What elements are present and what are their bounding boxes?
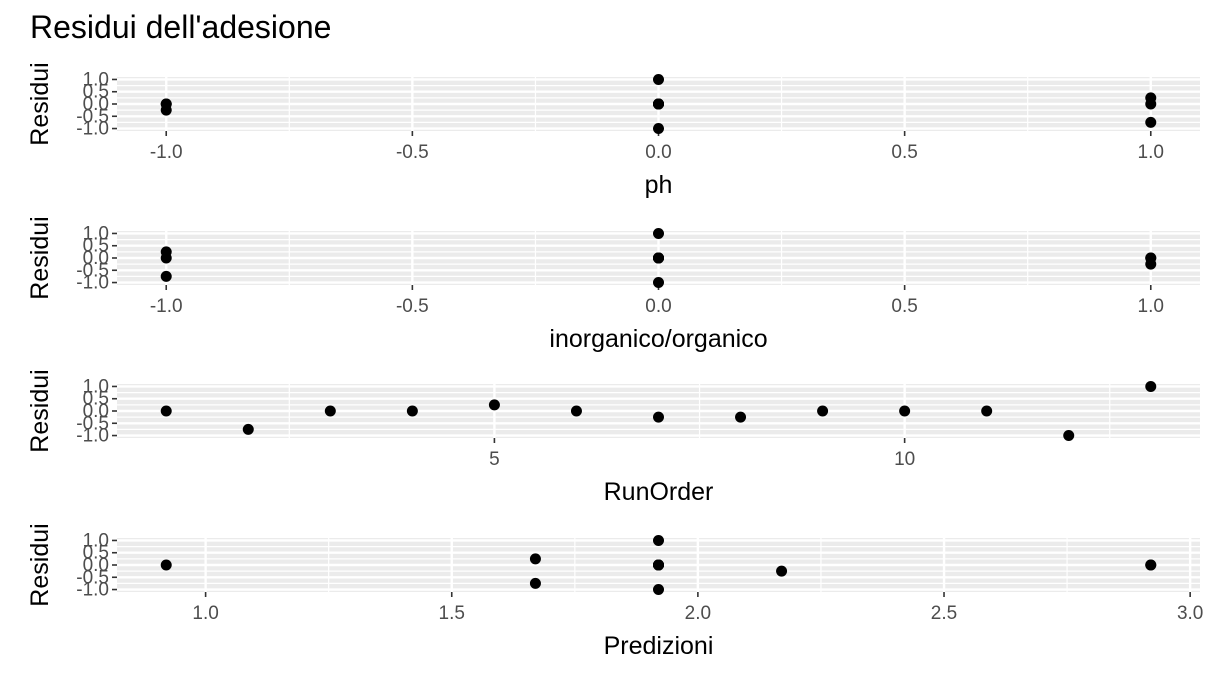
- data-point: [653, 277, 664, 289]
- x-tick-label: -1.0: [150, 296, 183, 317]
- x-tick-label: 1.5: [439, 603, 465, 624]
- data-point: [653, 252, 664, 264]
- y-tick-label: -0.5: [76, 413, 109, 434]
- data-point: [653, 534, 664, 546]
- data-point: [653, 411, 664, 423]
- y-tick-label: -0.5: [76, 260, 109, 281]
- data-point: [653, 73, 664, 85]
- data-point: [1145, 559, 1157, 571]
- data-point: [1145, 252, 1157, 264]
- data-point: [981, 405, 993, 417]
- panel-3: -1.0-0.50.00.51.01.0 1.5 2.0 2.5 3.0Predizio…: [26, 523, 1203, 660]
- data-point: [160, 252, 172, 264]
- data-point: [160, 270, 172, 282]
- panel-0: -1.0-0.50.00.51.0-1.0 -0.5 0.0 0.5 1.0phResi…: [26, 62, 1200, 199]
- y-tick-label: -1.0: [76, 273, 109, 294]
- x-tick-label: 0.5: [891, 296, 917, 317]
- data-point: [735, 411, 747, 423]
- x-axis-label: Predizioni: [604, 632, 714, 660]
- data-point: [653, 123, 664, 135]
- y-tick-label: 1.0: [83, 223, 109, 244]
- x-tick-label: 1.0: [1138, 296, 1164, 317]
- x-tick-label: 2.0: [685, 603, 711, 624]
- y-tick-label: 0.0: [83, 555, 109, 576]
- data-point: [242, 423, 254, 435]
- x-tick-label: -1.0: [150, 142, 183, 163]
- x-axis-label: RunOrder: [604, 478, 714, 506]
- y-axis-label: Residui: [26, 523, 54, 606]
- y-tick-label: 0.5: [83, 543, 109, 564]
- data-point: [160, 559, 172, 571]
- data-point: [160, 98, 172, 110]
- data-point: [488, 399, 500, 411]
- y-tick-label: 0.5: [83, 236, 109, 257]
- y-axis-label: Residui: [26, 216, 54, 299]
- x-tick-label: 0.5: [891, 142, 917, 163]
- data-point: [529, 577, 541, 589]
- y-axis-label: Residui: [26, 369, 54, 452]
- panel-2: -1.0-0.50.00.51.0 5 10 RunOrder Residui: [26, 369, 1200, 506]
- x-tick-label: -0.5: [396, 142, 429, 163]
- y-tick-label: 0.0: [83, 248, 109, 269]
- data-point: [653, 559, 664, 571]
- y-tick-label: 1.0: [83, 530, 109, 551]
- y-tick-label: -1.0: [76, 119, 109, 140]
- y-tick-label: -0.5: [76, 567, 109, 588]
- x-tick-label: 2.5: [931, 603, 957, 624]
- data-point: [817, 405, 829, 417]
- data-point: [406, 405, 418, 417]
- data-point: [160, 405, 172, 417]
- y-tick-label: 0.5: [83, 389, 109, 410]
- data-point: [324, 405, 336, 417]
- y-tick-label: 0.0: [83, 94, 109, 115]
- x-tick-label: 1.0: [1138, 142, 1164, 163]
- data-point: [899, 405, 911, 417]
- x-axis-label: inorganico/organico: [549, 325, 767, 353]
- data-point: [1145, 116, 1157, 128]
- chart-title: Residui dell'adesione: [30, 9, 331, 45]
- y-tick-label: 0.0: [83, 401, 109, 422]
- x-tick-label: 0.0: [645, 296, 671, 317]
- data-point: [776, 565, 788, 577]
- x-tick-label: -0.5: [396, 296, 429, 317]
- data-point: [653, 584, 664, 596]
- data-point: [1063, 430, 1075, 442]
- x-tick-label: 0.0: [645, 142, 671, 163]
- panel-1: -1.0-0.50.00.51.0-1.0 -0.5 0.0 0.5 1.0inorga…: [26, 216, 1200, 353]
- x-tick-label: 3.0: [1177, 603, 1203, 624]
- y-axis-label: Residui: [26, 62, 54, 145]
- y-tick-label: -0.5: [76, 106, 109, 127]
- x-axis-label: ph: [645, 171, 673, 199]
- y-tick-label: 0.5: [83, 82, 109, 103]
- data-point: [570, 405, 582, 417]
- x-tick-label: 5: [489, 449, 500, 470]
- y-tick-label: -1.0: [76, 426, 109, 447]
- data-point: [1145, 380, 1157, 392]
- y-tick-label: 1.0: [83, 376, 109, 397]
- data-point: [529, 553, 541, 565]
- y-tick-label: 1.0: [83, 69, 109, 90]
- data-point: [653, 98, 664, 110]
- data-point: [1145, 98, 1157, 110]
- x-tick-label: 1.0: [192, 603, 218, 624]
- data-point: [653, 227, 664, 239]
- y-tick-label: -1.0: [76, 580, 109, 601]
- x-tick-label: 10: [894, 449, 915, 470]
